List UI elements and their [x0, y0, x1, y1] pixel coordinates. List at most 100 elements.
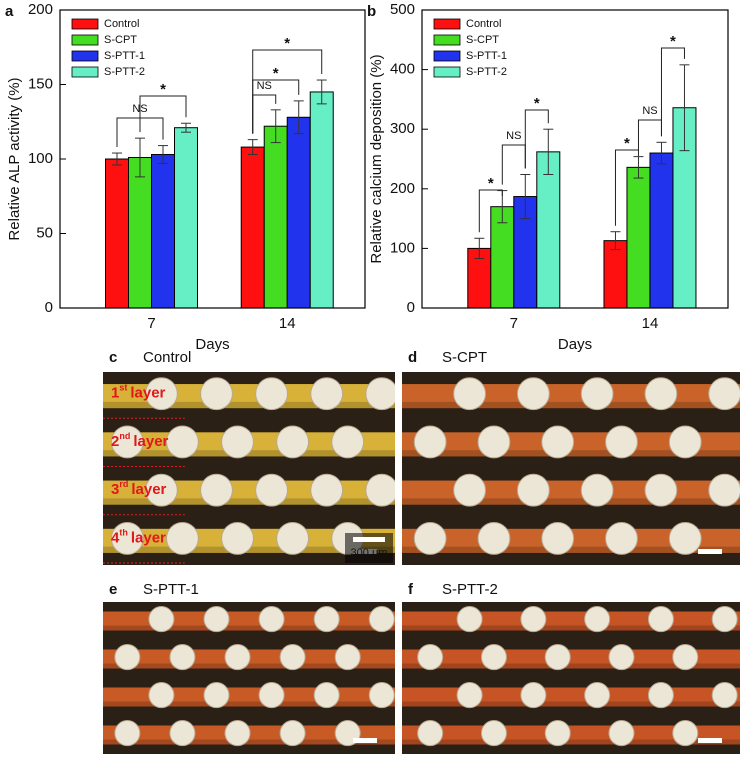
pore: [711, 682, 738, 709]
pore: [169, 720, 196, 747]
legend-label: Control: [466, 18, 501, 30]
panel-letter: d: [408, 349, 417, 366]
pore: [417, 644, 444, 671]
pore: [544, 720, 571, 747]
pore: [647, 606, 674, 633]
y-tick-label: 0: [407, 299, 415, 316]
layer-suffix: st: [119, 383, 127, 393]
bar: [626, 166, 651, 309]
significance-bracket: [637, 119, 662, 151]
pore: [672, 644, 699, 671]
bar: [174, 127, 198, 309]
pore: [258, 606, 285, 633]
bar: [151, 154, 175, 309]
layer-number: 2: [111, 433, 119, 450]
strand-shade: [402, 498, 740, 505]
plot-frame: [59, 9, 366, 309]
bar: [286, 116, 311, 309]
significance-label: NS: [257, 80, 272, 92]
significance-label: *: [284, 35, 290, 52]
legend-label: S-CPT: [466, 34, 499, 46]
error-bar: [316, 79, 327, 105]
pore: [608, 720, 635, 747]
significance-label: *: [160, 81, 166, 98]
panel-title: S-PTT-1: [143, 581, 199, 598]
layer-label: 1st layer: [111, 383, 166, 402]
error-bar: [543, 128, 554, 175]
pore: [453, 377, 487, 411]
pore: [708, 473, 740, 507]
legend-swatch: [433, 50, 461, 62]
panel-title: S-CPT: [442, 349, 487, 366]
significance-bracket: [501, 144, 526, 185]
pore: [417, 720, 444, 747]
strand-shade: [103, 498, 395, 505]
pore: [279, 644, 306, 671]
x-axis-label: Days: [558, 336, 592, 353]
pore: [334, 644, 361, 671]
bar: [263, 125, 288, 309]
significance-label: *: [534, 95, 540, 112]
bar: [309, 91, 334, 309]
strand-shade: [402, 739, 740, 745]
layer-suffix: rd: [119, 480, 128, 490]
layer-label: 4th layer: [111, 528, 166, 547]
scale-label: 300 μm: [351, 547, 388, 559]
legend-swatch: [71, 34, 99, 46]
pore: [169, 644, 196, 671]
significance-bracket: [478, 189, 503, 233]
pore: [580, 377, 614, 411]
pore: [605, 425, 638, 459]
error-bar: [181, 122, 191, 133]
y-tick-label: 100: [28, 150, 53, 167]
strand-shade: [402, 450, 740, 457]
layer-label: 3rd layer: [111, 480, 167, 499]
panel-label: a: [5, 3, 14, 20]
significance-label: *: [273, 65, 279, 82]
pore: [480, 644, 507, 671]
error-bar: [474, 237, 485, 260]
bar: [240, 146, 265, 309]
pore: [224, 644, 251, 671]
pore: [279, 720, 306, 747]
layer-suffix: th: [119, 528, 128, 538]
significance-label: NS: [506, 130, 521, 142]
y-axis-label: Relative calcium deposition (%): [368, 54, 385, 263]
pore: [584, 606, 611, 633]
significance-bracket: [614, 149, 639, 226]
y-tick-label: 300: [390, 120, 415, 137]
pore: [200, 473, 233, 507]
layer-suffix: nd: [119, 431, 130, 441]
pore: [647, 682, 674, 709]
strand-shade: [402, 546, 740, 553]
pore: [477, 522, 511, 555]
pore: [200, 377, 233, 411]
panel-label: b: [367, 3, 376, 20]
y-tick-label: 400: [390, 61, 415, 78]
legend-label: Control: [104, 18, 139, 30]
strand-shade: [103, 625, 395, 631]
legend-label: S-CPT: [104, 34, 137, 46]
significance-bracket: [252, 49, 323, 134]
x-tick-label: 14: [279, 315, 296, 332]
y-tick-label: 500: [390, 1, 415, 18]
error-bar: [610, 231, 621, 251]
layer-number: 1: [111, 385, 119, 402]
legend-swatch: [433, 18, 461, 30]
error-bar: [270, 109, 281, 144]
pore: [148, 682, 175, 709]
x-tick-label: 7: [510, 315, 518, 332]
strand-shade: [402, 701, 740, 707]
x-axis-label: Days: [195, 336, 229, 353]
bar: [105, 158, 129, 309]
pore: [520, 682, 547, 709]
pore: [544, 644, 571, 671]
pore: [608, 644, 635, 671]
legend-label: S-PTT-2: [466, 66, 507, 78]
legend-swatch: [433, 66, 461, 78]
pore: [453, 473, 487, 507]
scale-bar: [353, 738, 377, 743]
panel-title: S-PTT-2: [442, 581, 498, 598]
y-tick-label: 50: [36, 224, 53, 241]
